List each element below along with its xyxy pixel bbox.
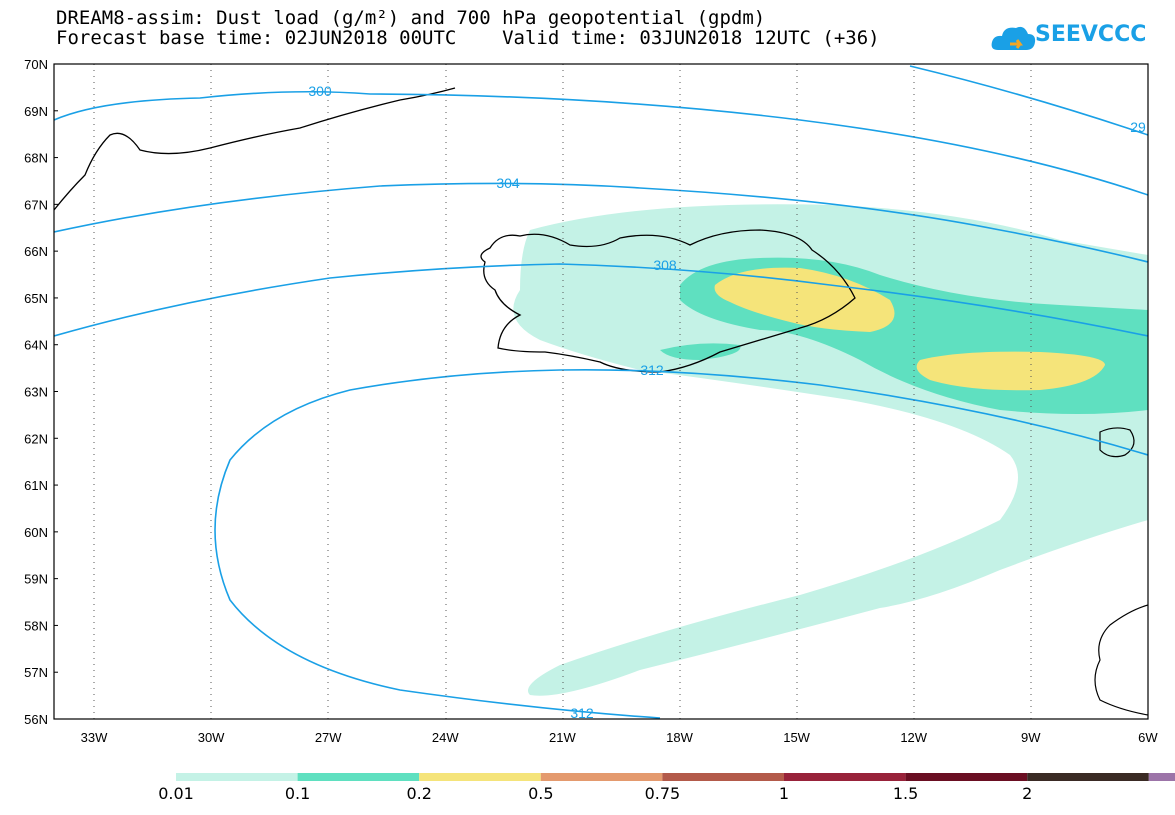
iceland-outline [480,229,856,373]
seevccc-logo: SEEVCCC [1035,22,1147,47]
map-title: DREAM8-assim: Dust load (g/m²) and 700 h… [56,7,766,29]
lon-label: 33W [81,730,108,745]
contour-296 [909,65,1148,136]
lon-label: 18W [666,730,693,745]
lat-label: 59N [24,572,48,587]
colorbar-label: 0.01 [158,784,194,803]
contour-label: 312 [640,362,664,378]
lat-label: 70N [24,57,48,72]
colorbar-swatch [419,773,541,781]
colorbar-swatch [905,773,1028,781]
colorbar-label: 0.75 [644,784,681,803]
lon-label: 6W [1138,730,1158,745]
lat-label: 68N [24,151,48,166]
colorbar-label: 1 [778,784,790,803]
lat-label: 64N [24,338,48,353]
lat-label: 62N [24,431,48,446]
faroe-islands [1099,427,1135,458]
contour-label: 300 [308,83,332,99]
colorbar-label: 0.2 [406,784,432,803]
lon-label: 9W [1021,730,1041,745]
lat-label: 56N [24,712,48,727]
colorbar-label: 0.5 [528,784,554,803]
lon-label: 24W [432,730,459,745]
contour-label: 308 [653,257,677,273]
contour-label: 304 [496,175,520,191]
colorbar [176,773,1175,781]
lat-label: 65N [24,291,48,306]
contour-300 [54,90,1148,196]
scotland-coast [1094,604,1148,716]
contour-label: 29 [1130,119,1146,135]
dust-region-high [714,267,895,332]
lat-label: 63N [24,385,48,400]
lon-label: 27W [315,730,342,745]
colorbar-swatch [784,773,906,781]
cloud-icon [991,26,1036,50]
contour-308 [54,263,1148,337]
lat-label: 60N [24,525,48,540]
colorbar-label: 1.5 [892,784,919,803]
lat-label: 57N [24,665,48,680]
colorbar-label: 0.1 [284,784,311,803]
greenland-coast [54,87,456,211]
contour-label: 312 [570,705,594,721]
dust-region-medium-2 [660,343,741,360]
colorbar-swatch [662,773,784,781]
lat-label: 66N [24,244,48,259]
lat-label: 69N [24,104,48,119]
colorbar-swatch [297,773,420,781]
lon-label: 15W [783,730,810,745]
lon-label: 12W [900,730,927,745]
colorbar-label: 2 [1022,784,1033,803]
colorbar-swatch [1027,773,1149,781]
colorbar-swatch [540,773,663,781]
forecast-times: Forecast base time: 02JUN2018 00UTC Vali… [56,27,880,49]
lat-label: 67N [24,197,48,212]
colorbar-swatch [1148,773,1175,781]
lat-label: 61N [24,478,48,493]
lon-label: 30W [198,730,225,745]
contour-312 [214,368,1148,719]
dust-region-high-2 [916,351,1105,391]
lat-label: 58N [24,618,48,633]
lon-label: 21W [549,730,576,745]
colorbar-swatch [176,773,298,781]
contour-304 [54,182,1148,263]
